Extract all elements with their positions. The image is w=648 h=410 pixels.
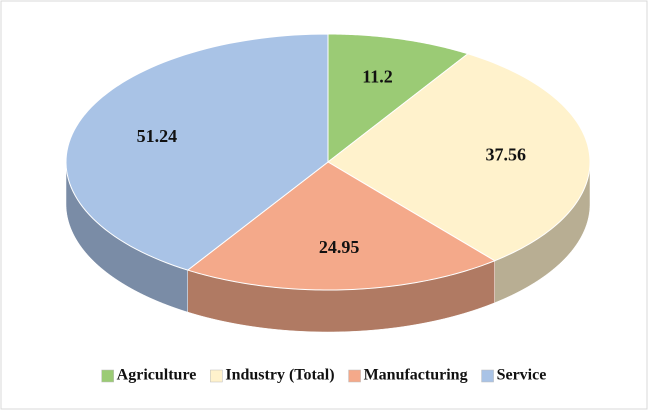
data-label: 11.2 [362,67,393,87]
data-label: 51.24 [137,126,178,146]
legend-label: Industry (Total) [225,367,334,384]
slice [186,161,496,291]
legend-swatch [210,369,223,383]
legend-label: Manufacturing [364,367,468,384]
legend-swatch [101,369,114,383]
legend-swatch [481,369,494,383]
slice [327,33,469,164]
data-label: 37.56 [486,145,527,165]
legend-label: Service [497,367,547,384]
legend-swatch [348,369,361,383]
slice [327,53,591,262]
data-label: 24.95 [319,237,360,257]
legend-label: Agriculture [117,367,197,384]
slice [65,33,329,271]
